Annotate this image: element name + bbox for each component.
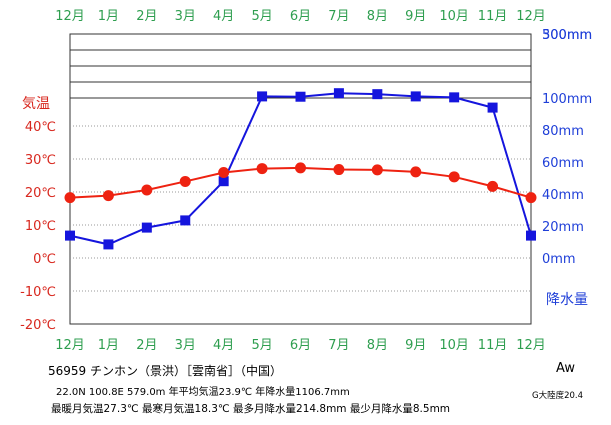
month-label-top: 9月 (405, 9, 426, 24)
month-label-top: 12月 (55, 9, 85, 24)
month-label-bottom: 4月 (213, 338, 234, 353)
precipitation-point (65, 230, 75, 241)
month-label-bottom: 2月 (136, 338, 157, 353)
precipitation-tick-label: 300mm (542, 28, 592, 43)
precipitation-tick-label: 60mm (542, 156, 584, 171)
temperature-tick-label: 0℃ (33, 252, 56, 267)
precipitation-axis-title: 降水量 (546, 292, 588, 308)
month-label-bottom: 3月 (175, 338, 196, 353)
precipitation-point (103, 239, 114, 250)
temperature-point (487, 180, 499, 192)
temperature-tick-label: -20℃ (20, 318, 56, 333)
month-label-top: 1月 (98, 9, 119, 24)
month-label-top: 8月 (367, 9, 388, 24)
temperature-point (218, 167, 230, 179)
precipitation-point (141, 222, 152, 233)
month-label-bottom: 10月 (439, 338, 469, 353)
precipitation-point (487, 102, 498, 113)
month-label-top: 2月 (136, 9, 157, 24)
month-label-bottom: 7月 (328, 338, 349, 353)
precipitation-point (295, 91, 306, 102)
month-label-bottom: 6月 (290, 338, 311, 353)
precipitation-point (526, 230, 536, 241)
temperature-tick-label: 20℃ (25, 186, 56, 201)
precipitation-point (180, 215, 191, 226)
temperature-point (448, 171, 460, 183)
temperature-tick-label: 40℃ (25, 120, 56, 135)
month-label-top: 12月 (516, 9, 546, 24)
temperature-axis-title: 気温 (22, 96, 50, 112)
temperature-point (179, 175, 191, 187)
temperature-point (333, 164, 345, 176)
month-label-top: 10月 (439, 9, 469, 24)
temperature-point (371, 164, 383, 176)
month-labels-top: 12月 1月 2月 3月 4月 5月 6月 7月 8月 9月 10月 11月 12月 (55, 9, 546, 24)
temperature-point (256, 163, 268, 175)
precipitation-point (218, 176, 229, 187)
month-label-bottom: 9月 (405, 338, 426, 353)
month-label-top: 6月 (290, 9, 311, 24)
precipitation-tick-label: 20mm (542, 220, 584, 235)
precipitation-point (257, 91, 268, 102)
temperature-point (64, 192, 76, 204)
month-label-top: 11月 (478, 9, 508, 24)
month-label-top: 4月 (213, 9, 234, 24)
month-label-top: 3月 (175, 9, 196, 24)
precipitation-series (65, 88, 536, 250)
precipitation-tick-label: 500mm (542, 28, 592, 43)
precipitation-point (410, 91, 421, 102)
plot-frame (69, 33, 532, 325)
temperature-point (295, 162, 306, 174)
precipitation-point (449, 92, 460, 103)
month-label-top: 7月 (328, 9, 349, 24)
temperature-point (525, 192, 537, 204)
precipitation-tick-label: 100mm (542, 92, 592, 107)
station-extremes: 最暖月気温27.3℃ 最寒月気温18.3℃ 最多月降水量214.8mm 最少月降… (51, 403, 451, 415)
precipitation-point (372, 89, 383, 100)
temperature-tick-label: 30℃ (25, 153, 56, 168)
temperature-point (410, 166, 422, 178)
month-label-bottom: 1月 (98, 338, 119, 353)
temperature-tick-label: -10℃ (20, 285, 56, 300)
temperature-tick-label: 10℃ (25, 219, 56, 234)
precipitation-tick-label: 40mm (542, 188, 584, 203)
month-label-bottom: 12月 (55, 338, 85, 353)
precipitation-tick-label: 0mm (542, 252, 576, 267)
station-name: 56959 チンホン（景洪）［雲南省］（中国） (48, 364, 282, 378)
month-label-bottom: 12月 (516, 338, 546, 353)
month-label-bottom: 11月 (478, 338, 508, 353)
month-label-bottom: 5月 (251, 338, 272, 353)
month-label-bottom: 8月 (367, 338, 388, 353)
continentality-index: G大陸度20.4 (532, 391, 584, 401)
month-labels-bottom: 12月 1月 2月 3月 4月 5月 6月 7月 8月 9月 10月 11月 12月 (55, 338, 546, 353)
temperature-series (64, 162, 537, 204)
precipitation-point (333, 88, 344, 99)
precipitation-tick-label: 80mm (542, 124, 584, 139)
temperature-point (141, 184, 153, 196)
left-axis-ticks: 40℃ 30℃ 20℃ 10℃ 0℃ -10℃ -20℃ (20, 120, 56, 333)
station-summary: 22.0N 100.8E 579.0m 年平均気温23.9℃ 年降水量1106.… (56, 387, 350, 398)
temperature-point (102, 190, 114, 202)
koppen-class: Aw (556, 361, 575, 376)
month-label-top: 5月 (251, 9, 272, 24)
